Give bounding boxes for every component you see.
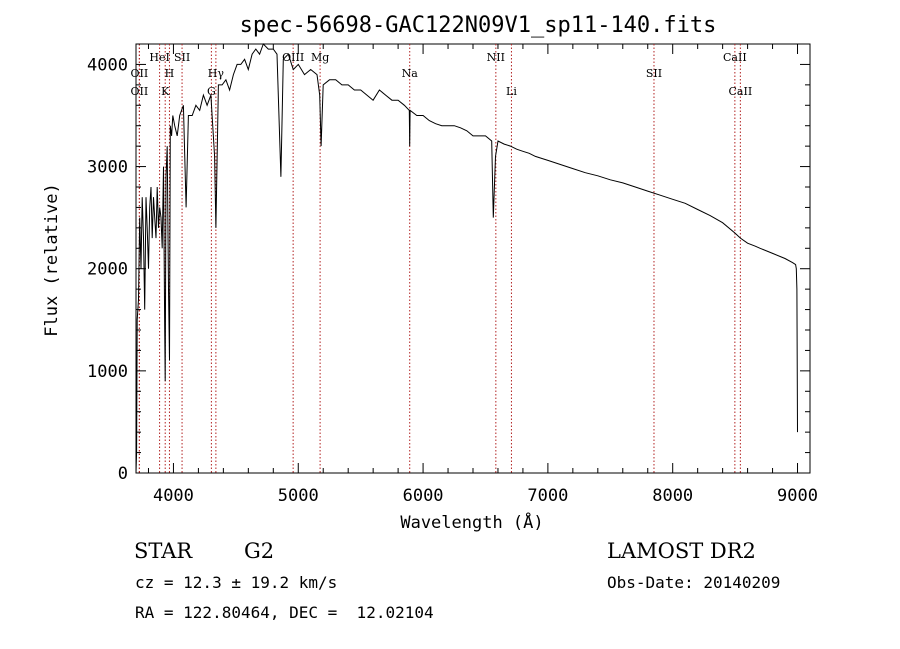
y-axis-label: Flux (relative) [42, 183, 62, 337]
line-label: CaII [723, 51, 747, 64]
ra-dec-coordinates: RA = 122.80464, DEC = 12.02104 [135, 603, 434, 622]
x-tick-label: 5000 [278, 486, 319, 506]
line-label: Hγ [208, 67, 225, 80]
object-subclass: G2 [244, 539, 275, 563]
line-label: SII [646, 67, 662, 80]
x-tick-label: 9000 [777, 486, 818, 506]
x-tick-label: 8000 [652, 486, 693, 506]
line-label: G [207, 85, 216, 98]
y-tick-label: 0 [118, 464, 128, 484]
line-label: OIII [282, 51, 304, 64]
survey-name: LAMOST DR2 [607, 539, 756, 563]
y-tick-label: 4000 [87, 55, 128, 75]
line-label: H [165, 67, 175, 80]
y-tick-label: 3000 [87, 158, 128, 178]
spectral-line-markers [138, 44, 741, 473]
line-label: CaII [729, 85, 753, 98]
line-label: Li [506, 85, 517, 98]
line-label: NII [487, 51, 505, 64]
x-tick-label: 6000 [403, 486, 444, 506]
axis-ticks [136, 43, 810, 474]
x-tick-label: 7000 [527, 486, 568, 506]
y-tick-labels: 0 1000 2000 3000 4000 [87, 55, 128, 484]
x-tick-labels: 4000 5000 6000 7000 8000 9000 [153, 486, 818, 506]
x-tick-label: 4000 [153, 486, 194, 506]
line-label: OII [131, 85, 149, 98]
line-label: SII [174, 51, 190, 64]
spectrum-line [135, 43, 798, 474]
redshift-cz: cz = 12.3 ± 19.2 km/s [135, 573, 338, 592]
y-tick-label: 1000 [87, 362, 128, 382]
line-label: OII [131, 67, 149, 80]
observation-date: Obs-Date: 20140209 [607, 573, 781, 592]
line-label: K [161, 85, 170, 98]
plot-frame [135, 43, 811, 474]
spectrum-series [135, 43, 798, 474]
object-class: STAR [134, 539, 193, 563]
x-axis-label: Wavelength (Å) [400, 511, 543, 533]
y-tick-label: 2000 [87, 260, 128, 280]
line-label: Mg [311, 51, 329, 64]
line-label: HeI [149, 51, 169, 64]
line-label: Na [402, 67, 419, 80]
chart-title: spec-56698-GAC122N09V1_sp11-140.fits [240, 13, 717, 38]
